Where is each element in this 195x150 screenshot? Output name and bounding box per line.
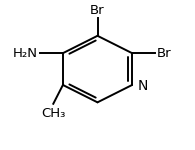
Text: N: N — [138, 80, 148, 93]
Text: Br: Br — [90, 4, 105, 17]
Text: H₂N: H₂N — [13, 47, 38, 60]
Text: Br: Br — [157, 47, 172, 60]
Text: CH₃: CH₃ — [41, 107, 66, 120]
